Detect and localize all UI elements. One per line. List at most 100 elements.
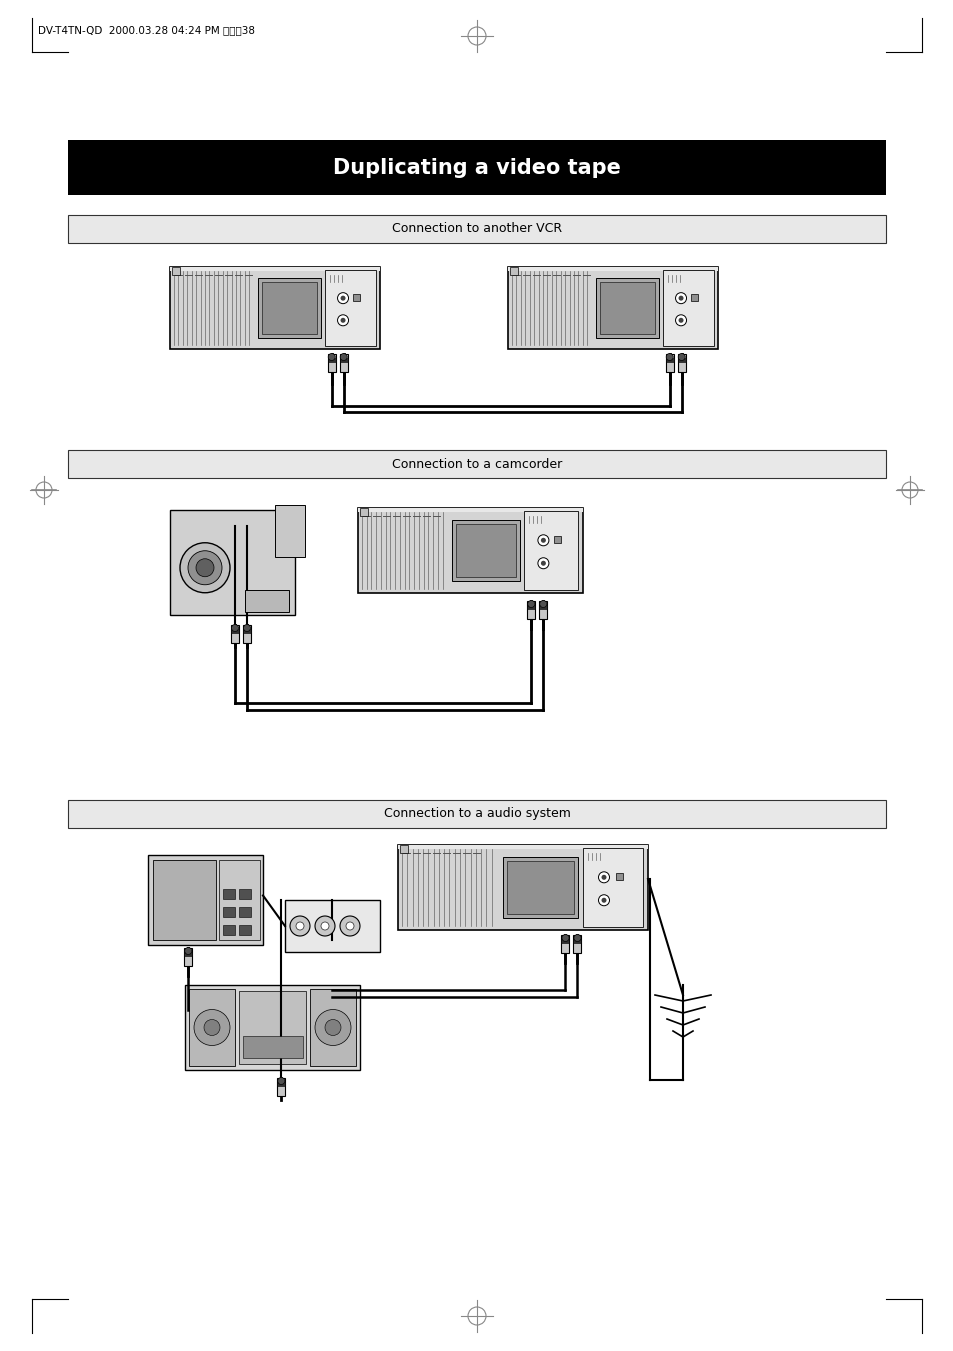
Circle shape [337,315,348,326]
Bar [554,536,560,543]
Circle shape [539,600,546,608]
Bar [507,267,718,349]
Circle shape [675,315,686,326]
Bar [68,215,885,243]
Circle shape [540,538,545,543]
Bar [599,282,655,334]
Bar [502,857,578,919]
Bar [185,985,359,1070]
Circle shape [678,317,682,323]
Bar [68,450,885,478]
Bar [527,601,535,619]
Circle shape [180,543,230,593]
Bar [328,354,335,372]
Bar [238,925,251,935]
Circle shape [675,293,686,304]
Bar [353,293,359,301]
Circle shape [537,558,548,569]
Bar [189,989,234,1066]
Text: Connection to a camcorder: Connection to a camcorder [392,458,561,470]
Bar [243,1036,303,1058]
Bar [238,889,251,898]
Circle shape [320,921,329,929]
Bar [538,605,547,609]
Circle shape [574,935,580,942]
Circle shape [243,624,251,631]
Bar [616,873,622,880]
Circle shape [193,1009,230,1046]
Bar [339,358,347,362]
Circle shape [195,559,213,577]
Bar [285,900,379,952]
Bar [277,1078,285,1096]
Bar [184,948,193,966]
Bar [328,358,335,362]
Bar [596,278,659,338]
Bar [277,1082,285,1086]
Circle shape [339,916,359,936]
Bar [665,358,673,362]
Bar [510,267,517,276]
Bar [184,952,193,957]
Circle shape [598,871,609,882]
Circle shape [340,317,345,323]
Bar [397,844,647,929]
Bar [573,935,581,952]
Circle shape [601,875,606,880]
Circle shape [527,600,535,608]
Bar [397,844,647,848]
Bar [665,354,673,372]
Bar [170,509,294,615]
Circle shape [185,947,192,955]
Circle shape [678,296,682,301]
Circle shape [598,894,609,905]
Text: Duplicating a video tape: Duplicating a video tape [333,158,620,177]
Bar [243,630,251,634]
Bar [561,935,569,952]
Bar [231,630,239,634]
Bar [359,508,368,516]
Circle shape [346,921,354,929]
Bar [357,508,582,512]
Circle shape [337,293,348,304]
Bar [582,848,642,927]
Bar [456,524,516,577]
Bar [258,278,321,338]
Bar [357,508,582,593]
Bar [399,844,408,852]
Bar [68,141,885,195]
Bar [690,293,698,301]
Circle shape [325,1020,340,1035]
Bar [527,605,535,609]
Circle shape [290,916,310,936]
Bar [274,505,305,557]
Circle shape [204,1020,220,1035]
Bar [506,861,574,915]
Text: Connection to another VCR: Connection to another VCR [392,223,561,235]
Bar [170,267,379,349]
Bar [239,992,306,1065]
Text: DV-T4TN-QD  2000.03.28 04:24 PM 페이지38: DV-T4TN-QD 2000.03.28 04:24 PM 페이지38 [38,26,254,35]
Bar [231,626,239,643]
Bar [524,511,578,590]
Circle shape [537,535,548,546]
Circle shape [277,1078,284,1085]
Bar [219,861,259,940]
Circle shape [540,561,545,566]
Bar [677,354,685,372]
Bar [152,861,216,940]
Circle shape [232,624,238,631]
Bar [172,267,180,276]
Bar [325,270,375,346]
Bar [243,626,251,643]
Bar [170,267,379,272]
Bar [68,800,885,828]
Bar [222,907,234,917]
Circle shape [188,551,222,585]
Bar [561,939,569,943]
Circle shape [340,354,347,361]
Bar [662,270,713,346]
Bar [238,907,251,917]
Bar [148,855,263,944]
Bar [339,354,347,372]
